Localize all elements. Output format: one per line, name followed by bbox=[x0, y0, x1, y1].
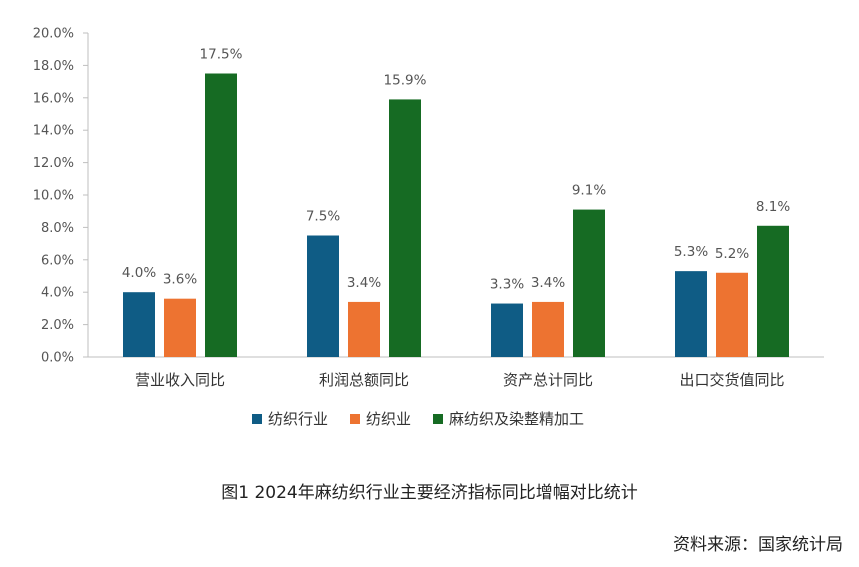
y-tick-label: 20.0% bbox=[33, 27, 74, 42]
data-label: 4.0% bbox=[122, 265, 156, 281]
y-tick-label: 16.0% bbox=[33, 91, 74, 106]
source-note: 资料来源：国家统计局 bbox=[673, 535, 843, 555]
x-category-label: 出口交货值同比 bbox=[679, 371, 784, 389]
y-tick-label: 10.0% bbox=[33, 189, 74, 204]
legend: 纺织行业 纺织业 麻纺织及染整精加工 bbox=[252, 408, 584, 429]
data-label: 17.5% bbox=[200, 47, 243, 63]
bar bbox=[164, 298, 196, 357]
legend-item-textile: 纺织业 bbox=[350, 408, 411, 429]
data-label: 8.1% bbox=[756, 199, 790, 215]
legend-label-textile: 纺织业 bbox=[366, 410, 412, 428]
y-tick-label: 12.0% bbox=[33, 156, 74, 171]
bar bbox=[348, 301, 380, 357]
y-tick-label: 8.0% bbox=[41, 221, 74, 236]
legend-label-textile-industry: 纺织行业 bbox=[268, 410, 329, 428]
legend-label-hemp: 麻纺织及染整精加工 bbox=[449, 410, 585, 428]
y-tick-label: 0.0% bbox=[41, 351, 74, 366]
bar bbox=[205, 73, 237, 357]
bar bbox=[307, 235, 339, 357]
data-label: 5.3% bbox=[674, 244, 708, 260]
data-label: 9.1% bbox=[572, 183, 606, 199]
data-label: 3.6% bbox=[163, 272, 197, 288]
y-tick-label: 14.0% bbox=[33, 124, 74, 139]
x-category-label: 营业收入同比 bbox=[135, 371, 225, 389]
bar bbox=[716, 272, 748, 357]
bar bbox=[389, 99, 421, 358]
y-tick-label: 18.0% bbox=[33, 59, 74, 74]
bar bbox=[123, 292, 155, 357]
y-tick-label: 4.0% bbox=[41, 286, 74, 301]
bar bbox=[532, 301, 564, 357]
legend-item-textile-industry: 纺织行业 bbox=[252, 408, 328, 429]
bar bbox=[573, 209, 605, 357]
bar-chart: 0.0% 2.0% 4.0% 6.0% 8.0% 10.0% 12.0% 14.0% 16.0%… bbox=[33, 27, 824, 389]
x-category-label: 利润总额同比 bbox=[319, 371, 409, 389]
data-label: 3.4% bbox=[347, 275, 381, 291]
bar bbox=[491, 303, 523, 357]
y-tick-label: 6.0% bbox=[41, 253, 74, 268]
legend-swatch-hemp bbox=[433, 413, 444, 424]
bar bbox=[757, 225, 789, 357]
data-label: 3.4% bbox=[531, 275, 565, 291]
data-label: 3.3% bbox=[490, 277, 524, 293]
data-label: 7.5% bbox=[306, 209, 340, 225]
legend-swatch-textile bbox=[350, 413, 361, 424]
x-category-label: 资产总计同比 bbox=[503, 371, 593, 389]
legend-item-hemp: 麻纺织及染整精加工 bbox=[433, 408, 584, 429]
legend-swatch-textile-industry bbox=[252, 413, 262, 424]
y-tick-label: 2.0% bbox=[41, 318, 74, 333]
data-label: 15.9% bbox=[384, 72, 427, 88]
bar bbox=[675, 271, 707, 357]
data-label: 5.2% bbox=[715, 246, 749, 262]
figure-caption: 图1 2024年麻纺织行业主要经济指标同比增幅对比统计 bbox=[221, 483, 638, 503]
